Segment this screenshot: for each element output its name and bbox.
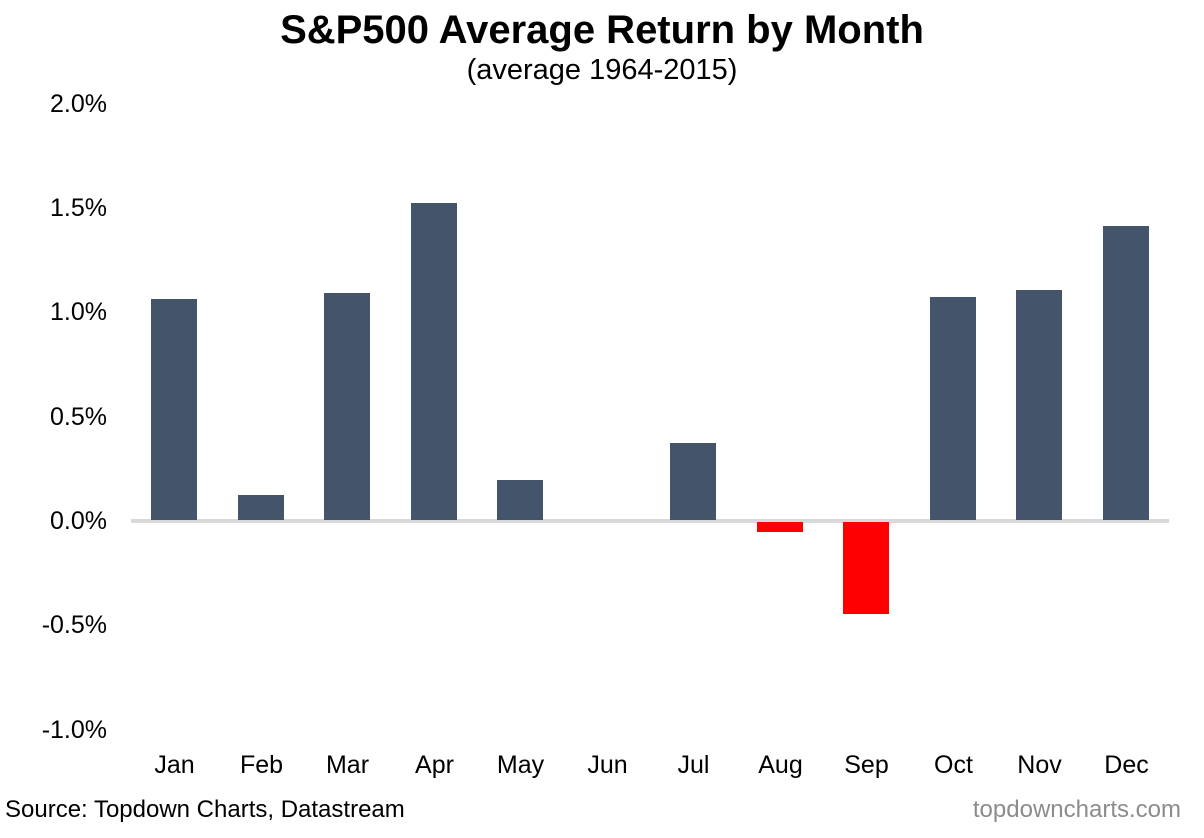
x-axis-label-aug: Aug — [758, 751, 803, 779]
bar-oct — [930, 297, 976, 520]
bar-dec — [1103, 226, 1149, 520]
chart-subtitle: (average 1964-2015) — [466, 54, 738, 86]
y-axis-tick-label: 0.5% — [50, 403, 107, 431]
website-link: topdowncharts.com — [972, 796, 1181, 823]
x-axis-label-oct: Oct — [934, 751, 973, 779]
x-axis-label-jul: Jul — [677, 751, 710, 779]
bar-nov — [1016, 290, 1062, 520]
bar-apr — [411, 203, 457, 520]
x-axis-label-mar: Mar — [325, 751, 370, 779]
x-axis-label-dec: Dec — [1104, 751, 1149, 779]
bar-jan — [151, 299, 197, 520]
bar-sep — [843, 522, 889, 614]
x-axis-label-sep: Sep — [844, 751, 889, 779]
zero-axis-line — [131, 519, 1169, 523]
y-axis-tick-label: 0.0% — [50, 507, 107, 535]
y-axis-tick-label: -0.5% — [41, 611, 107, 639]
x-axis-label-may: May — [496, 751, 545, 779]
x-axis-label-feb: Feb — [239, 751, 284, 779]
chart-title: S&P500 Average Return by Month — [280, 8, 924, 52]
y-axis-tick-label: 2.0% — [50, 90, 107, 118]
y-axis-tick-label: -1.0% — [41, 716, 107, 744]
bar-feb — [238, 495, 284, 520]
x-axis-label-jan: Jan — [154, 751, 195, 779]
bar-mar — [324, 293, 370, 520]
x-axis-label-apr: Apr — [415, 751, 454, 779]
bar-jul — [670, 443, 716, 520]
bar-may — [497, 480, 543, 520]
source-note: Source: Topdown Charts, Datastream — [5, 796, 405, 823]
x-axis-label-nov: Nov — [1017, 751, 1062, 779]
y-axis-tick-label: 1.5% — [50, 194, 107, 222]
bar-aug — [757, 522, 803, 532]
x-axis-label-jun: Jun — [587, 751, 628, 779]
y-axis-tick-label: 1.0% — [50, 298, 107, 326]
